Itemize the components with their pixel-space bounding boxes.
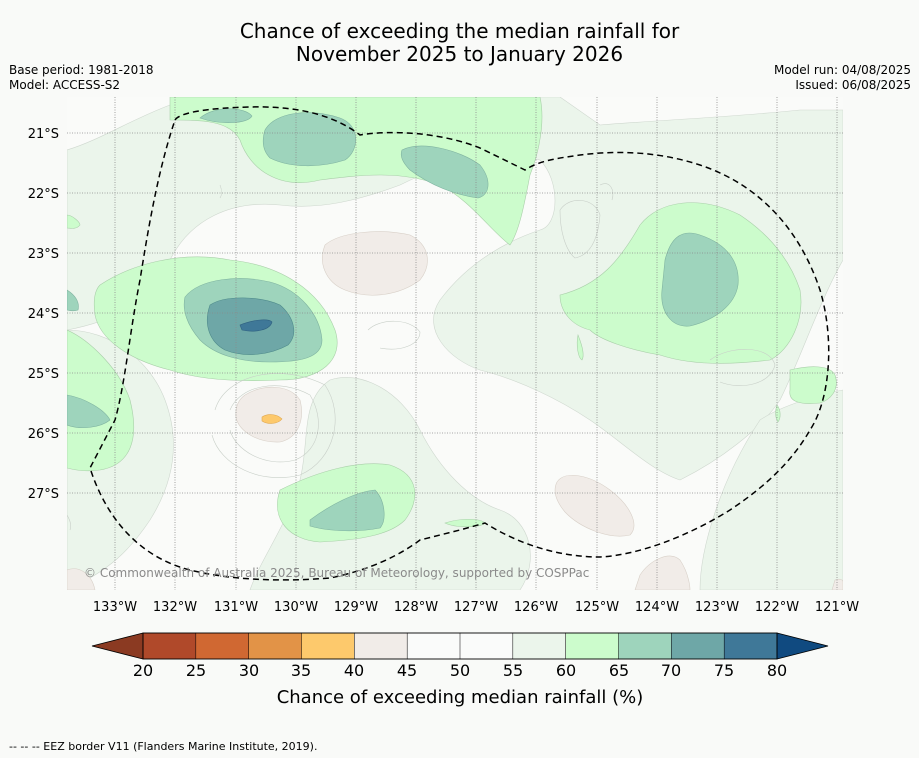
lat-label: 22°S bbox=[28, 187, 59, 202]
colorbar-tick-label: 65 bbox=[609, 661, 629, 680]
colorbar-swatch bbox=[723, 632, 778, 660]
lon-label: 128°W bbox=[394, 600, 438, 615]
colorbar-tick-label: 45 bbox=[397, 661, 417, 680]
model-run-label: Model run: 04/08/2025 bbox=[773, 63, 911, 77]
colorbar-swatch bbox=[512, 632, 567, 660]
colorbar-swatch bbox=[671, 632, 725, 660]
lon-label: 121°W bbox=[815, 600, 859, 615]
colorbar-outline bbox=[142, 632, 778, 660]
lat-label: 26°S bbox=[28, 427, 59, 442]
lat-label: 24°S bbox=[28, 307, 59, 322]
eez-border bbox=[89, 106, 830, 581]
lat-label: 23°S bbox=[28, 247, 59, 262]
lon-label: 125°W bbox=[575, 600, 619, 615]
lon-label: 130°W bbox=[274, 600, 318, 615]
chart-title-line-1: Chance of exceeding the median rainfall … bbox=[239, 19, 680, 43]
colorbar-swatch bbox=[195, 632, 250, 660]
contour-35-40 bbox=[261, 414, 283, 424]
lon-label: 124°W bbox=[635, 600, 679, 615]
lon-label: 127°W bbox=[454, 600, 498, 615]
colorbar-tick-label: 30 bbox=[239, 661, 259, 680]
colorbar-swatch bbox=[618, 632, 672, 660]
colorbar-label: Chance of exceeding median rainfall (%) bbox=[277, 687, 644, 708]
colorbar-tick-label: 25 bbox=[186, 661, 206, 680]
model-label: Model: ACCESS-S2 bbox=[9, 78, 121, 92]
lat-label: 25°S bbox=[28, 367, 59, 382]
lat-label: 27°S bbox=[28, 487, 59, 502]
lon-label: 129°W bbox=[334, 600, 378, 615]
colorbar-swatch bbox=[301, 632, 355, 660]
lon-label: 133°W bbox=[93, 600, 137, 615]
lon-label: 123°W bbox=[695, 600, 739, 615]
lon-label: 126°W bbox=[514, 600, 558, 615]
eez-legend-note: -- -- -- EEZ border V11 (Flanders Marine… bbox=[9, 740, 318, 753]
lon-label: 132°W bbox=[153, 600, 197, 615]
colorbar-ticks: 20 25 30 35 40 45 50 55 60 65 70 75 80 bbox=[133, 661, 787, 680]
lon-label: 131°W bbox=[214, 600, 258, 615]
lat-label: 21°S bbox=[28, 127, 59, 142]
colorbar-swatches bbox=[142, 632, 778, 660]
issued-label: Issued: 06/08/2025 bbox=[795, 78, 911, 92]
colorbar-tick-label: 70 bbox=[661, 661, 681, 680]
colorbar-swatch bbox=[406, 632, 461, 660]
colorbar-under-arrow bbox=[91, 632, 144, 660]
colorbar-tick-label: 60 bbox=[556, 661, 576, 680]
colorbar-swatch bbox=[565, 632, 620, 660]
map-credit: © Commonwealth of Australia 2025, Bureau… bbox=[84, 566, 589, 580]
colorbar-tick-label: 55 bbox=[503, 661, 523, 680]
chart-title-line-2: November 2025 to January 2026 bbox=[295, 42, 624, 66]
colorbar-swatch bbox=[459, 632, 514, 660]
latitude-labels: 21°S 22°S 23°S 24°S 25°S 26°S 27°S bbox=[28, 127, 59, 502]
colorbar-swatch bbox=[142, 632, 197, 660]
colorbar-swatch bbox=[248, 632, 303, 660]
colorbar-swatch bbox=[354, 632, 408, 660]
colorbar-tick-label: 75 bbox=[714, 661, 734, 680]
thin-contour-lines bbox=[67, 183, 776, 531]
colorbar: 20 25 30 35 40 45 50 55 60 65 70 75 80 C… bbox=[91, 632, 829, 708]
colorbar-tick-label: 20 bbox=[133, 661, 153, 680]
graticule bbox=[67, 97, 843, 590]
colorbar-tick-label: 50 bbox=[450, 661, 470, 680]
colorbar-tick-label: 80 bbox=[767, 661, 787, 680]
base-period-label: Base period: 1981-2018 bbox=[9, 63, 154, 77]
lon-label: 122°W bbox=[755, 600, 799, 615]
longitude-labels: 133°W 132°W 131°W 130°W 129°W 128°W 127°… bbox=[93, 600, 859, 615]
colorbar-tick-label: 35 bbox=[291, 661, 311, 680]
colorbar-tick-label: 40 bbox=[344, 661, 364, 680]
contour-75-80 bbox=[239, 319, 273, 332]
colorbar-over-arrow bbox=[776, 632, 829, 660]
map-plot-area bbox=[67, 97, 843, 590]
